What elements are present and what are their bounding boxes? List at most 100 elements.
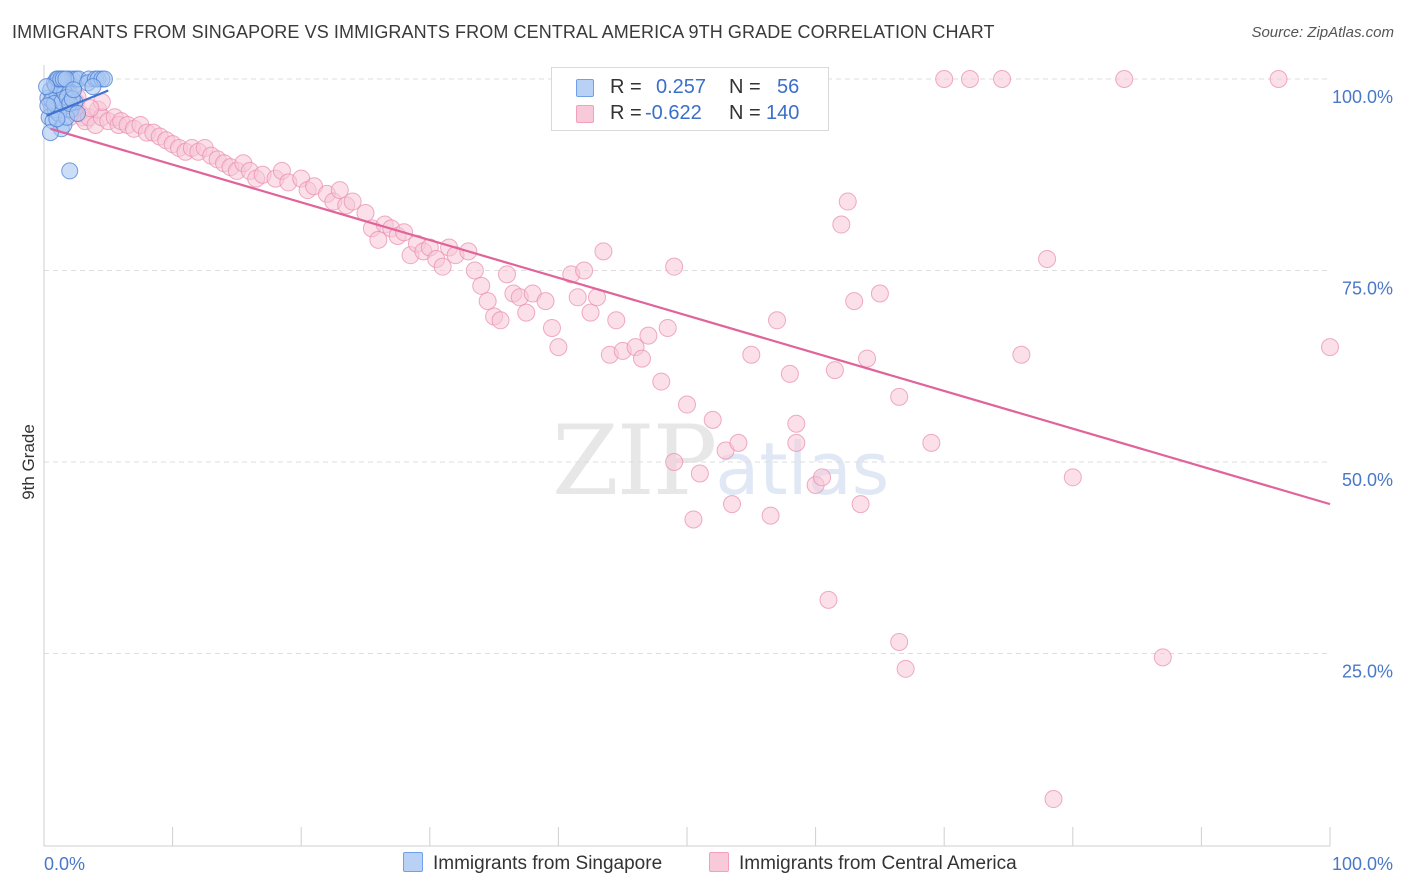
legend-n-label: N = (729, 102, 761, 124)
central-america-point (1063, 468, 1082, 487)
central-america-point (787, 414, 806, 433)
singapore-point (41, 124, 59, 142)
legend-r-value: 0.257 (656, 76, 707, 98)
central-america-point (1269, 70, 1288, 88)
watermark-zip: ZIP (552, 405, 717, 517)
singapore-point (68, 104, 86, 122)
central-america-point (465, 261, 484, 280)
legend-label-singapore: Immigrants from Singapore (433, 853, 663, 874)
central-america-point (780, 364, 799, 383)
legend-row-singapore: R = 0.257 N = 56 (552, 75, 828, 101)
central-america-point (851, 495, 870, 514)
singapore-points (38, 70, 113, 180)
singapore-point (65, 81, 83, 99)
central-america-point (845, 292, 864, 311)
legend-n-value: 140 (766, 102, 800, 124)
central-america-point (742, 345, 761, 364)
central-america-point (542, 318, 561, 337)
axes (43, 65, 1331, 847)
central-america-point (935, 70, 954, 88)
chart-title: IMMIGRANTS FROM SINGAPORE VS IMMIGRANTS … (12, 22, 995, 42)
legend-n-value: 56 (777, 76, 800, 98)
central-america-point (813, 468, 832, 487)
source-label: Source: ZipAtlas.com (1251, 24, 1394, 41)
central-america-points (41, 70, 1339, 809)
central-america-point (433, 257, 452, 276)
central-america-point (870, 284, 889, 303)
central-america-point (491, 311, 510, 330)
central-america-point (517, 303, 536, 322)
central-america-trendline (50, 127, 1331, 506)
central-america-point (639, 326, 658, 345)
central-america-point (478, 292, 497, 311)
central-america-point (1321, 338, 1339, 357)
y-tick-label: 75.0% (1342, 279, 1393, 299)
central-america-point (581, 303, 600, 322)
central-america-point (472, 276, 491, 295)
y-tick-label: 100.0% (1332, 87, 1393, 107)
central-america-point (896, 659, 915, 678)
legend-swatch-singapore (576, 79, 594, 97)
central-america-point (1153, 648, 1172, 667)
central-america-point (497, 265, 516, 284)
central-america-point (703, 410, 722, 429)
x-tick-label-max: 100.0% (1332, 854, 1393, 874)
central-america-point (1038, 250, 1057, 269)
legend-swatch-central-america (576, 105, 594, 123)
central-america-point (684, 510, 703, 529)
central-america-point (549, 338, 568, 357)
central-america-point (960, 70, 979, 88)
legend-item-central-america: Immigrants from Central America (709, 852, 1017, 878)
central-america-point (838, 192, 857, 211)
legend-swatch-central-america (709, 852, 729, 872)
central-america-point (787, 433, 806, 452)
central-america-point (594, 242, 613, 261)
central-america-point (858, 349, 877, 368)
singapore-point (84, 78, 102, 96)
central-america-point (723, 495, 742, 514)
tick-labels: 100.0% 75.0% 50.0% 25.0% 0.0% 100.0% 9th Grade (19, 87, 1393, 874)
legend-item-singapore: Immigrants from Singapore (403, 852, 662, 878)
x-tick-label-min: 0.0% (44, 854, 85, 874)
singapore-point (38, 78, 56, 96)
central-america-point (330, 181, 349, 200)
central-america-point (369, 230, 388, 249)
central-america-point (729, 433, 748, 452)
central-america-point (536, 292, 555, 311)
central-america-point (1012, 345, 1031, 364)
central-america-point (761, 506, 780, 525)
central-america-point (665, 257, 684, 276)
central-america-point (1115, 70, 1134, 88)
central-america-point (690, 464, 709, 483)
central-america-point (768, 311, 787, 330)
central-america-point (993, 70, 1012, 88)
central-america-point (922, 433, 941, 452)
central-america-point (890, 633, 909, 652)
legend-swatch-singapore (403, 852, 423, 872)
central-america-point (832, 215, 851, 234)
central-america-point (568, 288, 587, 307)
singapore-point (39, 97, 57, 115)
y-tick-label: 25.0% (1342, 662, 1393, 682)
y-axis-title: 9th Grade (19, 424, 38, 500)
central-america-point (825, 361, 844, 380)
central-america-point (890, 387, 909, 406)
central-america-point (1044, 790, 1063, 809)
central-america-point (665, 453, 684, 471)
central-america-point (575, 261, 594, 280)
singapore-point (61, 162, 79, 180)
legend-n-label: N = (729, 76, 761, 98)
central-america-point (343, 192, 362, 211)
central-america-point (607, 311, 626, 330)
legend-row-central-america: R = -0.622 N = 140 (552, 101, 828, 127)
trend-lines (46, 89, 1331, 506)
central-america-point (652, 372, 671, 391)
central-america-point (819, 590, 838, 609)
legend-r-label: R = (610, 102, 642, 124)
central-america-point (658, 318, 677, 337)
stats-legend: R = 0.257 N = 56 R = -0.622 N = 140 (551, 67, 829, 131)
central-america-point (678, 395, 696, 414)
y-tick-label: 50.0% (1342, 470, 1393, 490)
legend-label-central-america: Immigrants from Central America (739, 853, 1017, 874)
legend-r-value: -0.622 (645, 102, 702, 124)
